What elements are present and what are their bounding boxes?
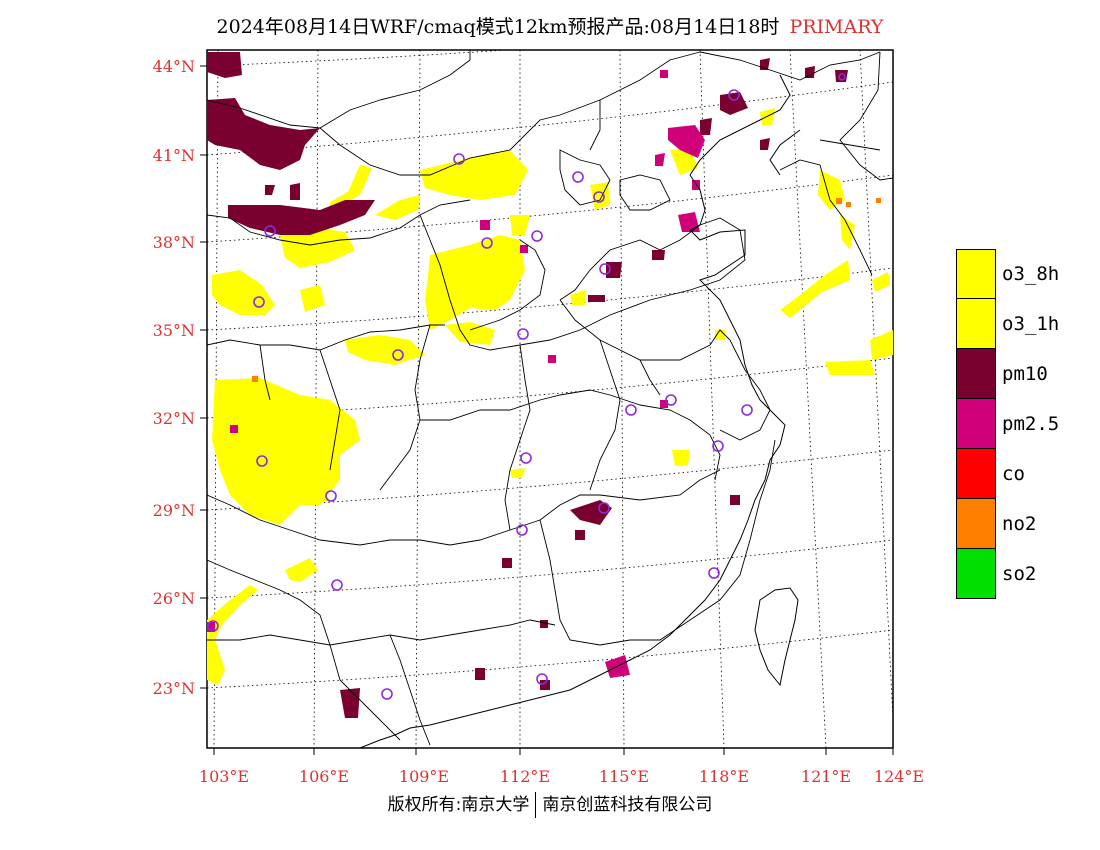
legend-label: pm2.5 xyxy=(1002,413,1060,435)
legend-item-co: co xyxy=(956,449,1076,499)
lon-label-115: 115°E xyxy=(599,767,649,786)
legend-item-o3-8h: o3_8h xyxy=(956,249,1076,299)
lat-label-23: 23°N xyxy=(153,679,195,698)
legend-swatch xyxy=(956,449,996,499)
o3-patches xyxy=(207,108,893,685)
legend-swatch xyxy=(956,249,996,299)
legend-item-pm10: pm10 xyxy=(956,349,1076,399)
legend-label: o3_8h xyxy=(1002,263,1060,285)
footer-right: 南京创蓝科技有限公司 xyxy=(542,795,713,815)
map-title: 2024年08月14日WRF/cmaq模式12km预报产品:08月14日18时 P… xyxy=(0,12,1100,39)
lon-label-118: 118°E xyxy=(699,767,749,786)
lon-label-112: 112°E xyxy=(500,767,550,786)
legend-swatch xyxy=(956,299,996,349)
lat-label-32: 32°N xyxy=(153,409,195,428)
footer-left: 版权所有:南京大学 xyxy=(387,795,530,815)
legend-swatch xyxy=(956,499,996,549)
lon-label-103: 103°E xyxy=(199,767,249,786)
legend-item-pm2-5: pm2.5 xyxy=(956,399,1076,449)
lat-labels: 44°N 41°N 38°N 35°N 32°N 29°N 26°N 23°N xyxy=(153,57,195,698)
legend-label: co xyxy=(1002,463,1025,485)
legend-label: no2 xyxy=(1002,513,1037,535)
legend-label: pm10 xyxy=(1002,363,1048,385)
lon-labels: 103°E 106°E 109°E 112°E 115°E 118°E 121°… xyxy=(199,767,924,786)
lon-label-124: 124°E xyxy=(874,767,924,786)
coastline xyxy=(359,74,881,748)
copyright-footer: 版权所有:南京大学 南京创蓝科技有限公司 xyxy=(0,790,1100,818)
tick-marks xyxy=(200,65,894,755)
boundaries xyxy=(207,50,893,746)
lon-label-109: 109°E xyxy=(399,767,449,786)
legend-label: o3_1h xyxy=(1002,313,1060,335)
legend-item-so2: so2 xyxy=(956,549,1076,599)
lat-label-26: 26°N xyxy=(153,589,195,608)
legend: o3_8h o3_1h pm10 pm2.5 co no2 so2 xyxy=(956,249,1076,599)
footer-separator xyxy=(535,792,537,818)
lat-label-29: 29°N xyxy=(153,501,195,520)
pm10-patches xyxy=(207,52,848,718)
lon-label-106: 106°E xyxy=(299,767,349,786)
no2-patches xyxy=(252,198,881,382)
lat-label-44: 44°N xyxy=(153,57,195,76)
legend-swatch xyxy=(956,399,996,449)
lat-label-35: 35°N xyxy=(153,321,195,340)
legend-swatch xyxy=(956,349,996,399)
lat-label-38: 38°N xyxy=(153,233,195,252)
legend-item-no2: no2 xyxy=(956,499,1076,549)
legend-item-o3-1h: o3_1h xyxy=(956,299,1076,349)
lat-label-41: 41°N xyxy=(153,146,195,165)
lon-label-121: 121°E xyxy=(801,767,851,786)
legend-swatch xyxy=(956,549,996,599)
title-main: 2024年08月14日WRF/cmaq模式12km预报产品:08月14日18时 xyxy=(216,16,780,38)
station-markers xyxy=(207,73,846,700)
title-tag: PRIMARY xyxy=(789,16,884,38)
legend-label: so2 xyxy=(1002,563,1037,585)
